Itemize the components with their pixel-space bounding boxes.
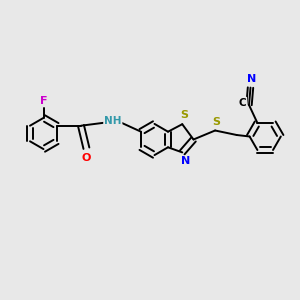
Text: S: S (180, 110, 188, 120)
Text: O: O (82, 153, 91, 163)
Text: N: N (181, 156, 190, 167)
Text: NH: NH (104, 116, 122, 126)
Text: C: C (238, 98, 246, 108)
Text: S: S (213, 117, 220, 127)
Text: F: F (40, 96, 47, 106)
Text: N: N (248, 74, 256, 84)
